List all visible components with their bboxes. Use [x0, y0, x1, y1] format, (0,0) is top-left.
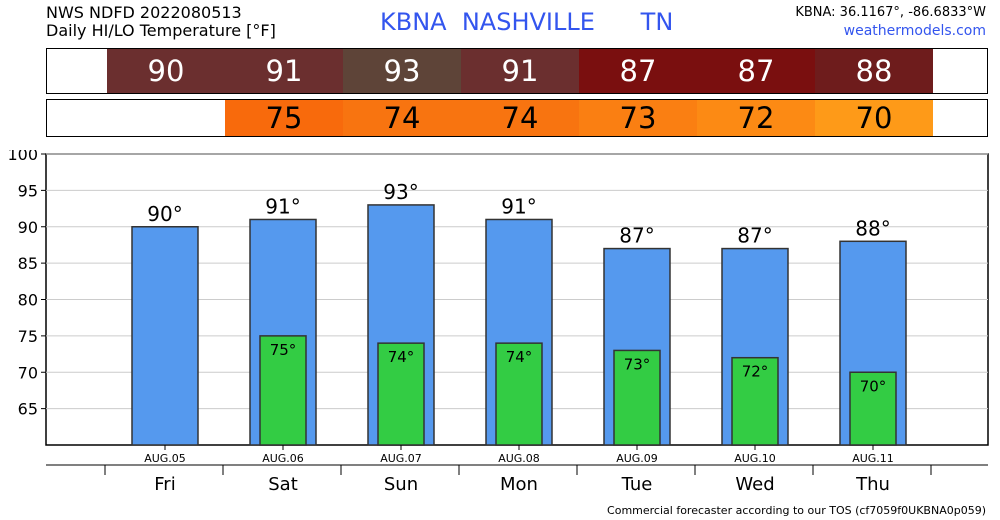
lo-bar	[613, 349, 661, 446]
hi-bar	[131, 226, 199, 446]
lo-value-label: 74°	[506, 348, 533, 366]
lo-temperature-strip: 75 74 74 73 72 70	[46, 99, 988, 137]
hi-value-label: 87°	[737, 224, 772, 248]
day-label: Wed	[735, 474, 774, 495]
hi-strip-cell: 91	[461, 49, 579, 93]
lo-strip-cell: 70	[815, 100, 933, 136]
day-label: Mon	[500, 474, 538, 495]
day-label: Thu	[855, 474, 890, 495]
lo-strip-cell: 72	[697, 100, 815, 136]
hi-strip-cell: 87	[697, 49, 815, 93]
lo-bar	[377, 342, 425, 446]
hi-strip-cell: 93	[343, 49, 461, 93]
lo-strip-cell: 74	[461, 100, 579, 136]
hi-strip-cell: 90	[107, 49, 225, 93]
y-tick-label: 80	[18, 291, 38, 310]
lo-value-label: 73°	[624, 355, 651, 373]
lo-bar	[731, 356, 779, 446]
lo-strip-cell: 73	[579, 100, 697, 136]
y-tick-label: 65	[18, 400, 38, 419]
date-label: AUG.07	[380, 452, 422, 465]
lo-value-label: 70°	[860, 377, 887, 395]
lo-strip-cell	[107, 100, 225, 136]
date-label: AUG.06	[262, 452, 304, 465]
date-label: AUG.09	[616, 452, 658, 465]
site-link[interactable]: weathermodels.com	[843, 23, 986, 39]
lo-bar	[495, 342, 543, 446]
date-label: AUG.11	[852, 452, 894, 465]
header-right: KBNA: 36.1167°, -86.6833°W weathermodels…	[795, 4, 986, 40]
hi-temperature-strip: 90 91 93 91 87 87 88	[46, 48, 988, 94]
date-label: AUG.08	[498, 452, 540, 465]
run-label: NWS NDFD 2022080513	[46, 3, 242, 22]
day-label: Sun	[384, 474, 418, 495]
header-left: NWS NDFD 2022080513 Daily HI/LO Temperat…	[46, 4, 276, 40]
lo-value-label: 74°	[388, 348, 415, 366]
footer-note: Commercial forecaster according to our T…	[607, 504, 986, 517]
hi-value-label: 91°	[501, 194, 536, 218]
day-label: Sat	[268, 474, 298, 495]
lo-value-label: 72°	[742, 363, 769, 381]
day-label: Tue	[621, 474, 653, 495]
station-coords: KBNA: 36.1167°, -86.6833°W	[795, 5, 986, 20]
hi-strip-cell: 91	[225, 49, 343, 93]
day-label: Fri	[154, 474, 175, 495]
y-tick-label: 90	[18, 218, 38, 237]
station-title: KBNA NASHVILLE TN	[380, 8, 674, 36]
y-tick-label: 70	[18, 363, 38, 382]
hi-value-label: 91°	[265, 194, 300, 218]
hi-value-label: 87°	[619, 224, 654, 248]
hi-strip-cell: 88	[815, 49, 933, 93]
hi-value-label: 90°	[147, 202, 182, 226]
lo-bar	[849, 371, 897, 446]
date-label: AUG.10	[734, 452, 776, 465]
product-label: Daily HI/LO Temperature [°F]	[46, 21, 276, 40]
lo-value-label: 75°	[270, 341, 297, 359]
lo-strip-cell: 74	[343, 100, 461, 136]
hi-lo-chart: 65 70 75 80 85 90 95 100 90° 91° 75° 93° 74° 91° 74° 87…	[7, 150, 989, 495]
hi-strip-cell: 87	[579, 49, 697, 93]
hi-value-label: 93°	[383, 180, 418, 204]
y-tick-label: 100	[7, 150, 38, 164]
y-tick-label: 75	[18, 327, 38, 346]
hi-value-label: 88°	[855, 216, 890, 240]
y-tick-label: 95	[18, 181, 38, 200]
y-tick-label: 85	[18, 254, 38, 273]
lo-strip-cell: 75	[225, 100, 343, 136]
date-label: AUG.05	[144, 452, 186, 465]
